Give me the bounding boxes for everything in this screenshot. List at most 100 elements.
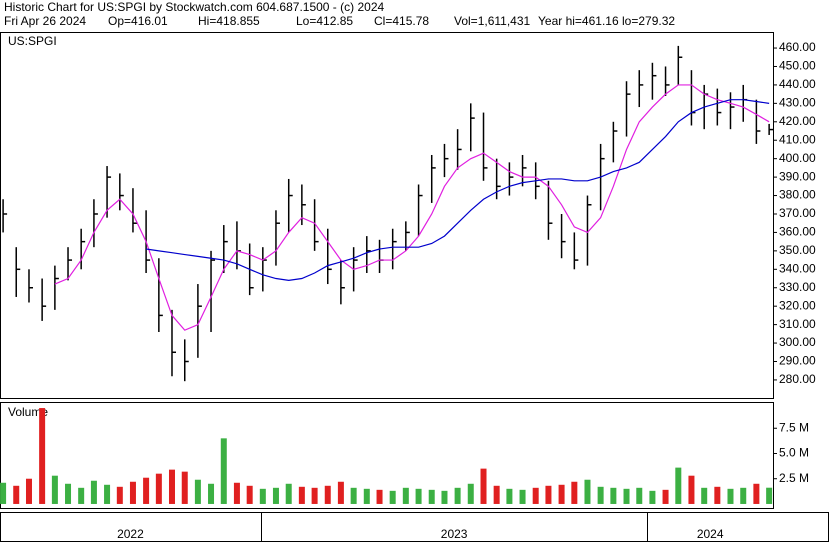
y-tick-label: 380.00 xyxy=(779,188,816,202)
y-tick-label: 320.00 xyxy=(779,298,816,312)
header-stat: Op=416.01 xyxy=(108,14,168,28)
volume-bar xyxy=(662,489,669,504)
y-tick-label: 330.00 xyxy=(779,280,816,294)
y-tick-label: 410.00 xyxy=(779,132,816,146)
price-panel xyxy=(0,32,774,399)
volume-bar xyxy=(363,488,370,504)
volume-bar xyxy=(168,469,175,504)
moving-average xyxy=(54,84,770,331)
date-panel xyxy=(0,512,829,542)
header-stat: Cl=415.78 xyxy=(374,14,429,28)
volume-bar xyxy=(688,475,695,504)
volume-bar xyxy=(766,487,773,504)
volume-bar xyxy=(545,485,552,504)
volume-bar xyxy=(701,487,708,504)
y-tick-label: 420.00 xyxy=(779,114,816,128)
volume-bar xyxy=(285,483,292,504)
year-label: 2024 xyxy=(697,527,724,541)
volume-bar xyxy=(402,487,409,504)
y-tick-label: 450.00 xyxy=(779,59,816,73)
header-stat: Fri Apr 26 2024 xyxy=(4,14,86,28)
chart-title: Historic Chart for US:SPGI by Stockwatch… xyxy=(4,0,384,14)
y-tick-label: 7.5 M xyxy=(779,420,809,434)
volume-bar xyxy=(324,485,331,504)
volume-bar xyxy=(25,478,32,504)
volume-bar xyxy=(233,482,240,504)
volume-bar xyxy=(129,481,136,504)
volume-bar xyxy=(220,438,227,504)
volume-bar xyxy=(65,483,72,504)
volume-bar xyxy=(493,485,500,504)
volume-bar xyxy=(104,484,111,504)
volume-bar xyxy=(623,488,630,504)
volume-bar xyxy=(480,468,487,504)
y-tick-label: 280.00 xyxy=(779,372,816,386)
volume-bar xyxy=(714,486,721,504)
volume-bar xyxy=(259,488,266,504)
volume-bar xyxy=(506,488,513,504)
y-tick-label: 300.00 xyxy=(779,335,816,349)
volume-bar xyxy=(376,489,383,504)
volume-bar xyxy=(454,487,461,504)
volume-bar xyxy=(181,471,188,504)
y-tick-label: 310.00 xyxy=(779,317,816,331)
volume-bar xyxy=(337,481,344,504)
moving-average xyxy=(146,99,770,281)
y-tick-label: 2.5 M xyxy=(779,471,809,485)
year-label: 2022 xyxy=(117,527,144,541)
volume-bar xyxy=(116,486,123,504)
y-tick-label: 360.00 xyxy=(779,225,816,239)
volume-bar xyxy=(519,489,526,504)
y-tick-label: 460.00 xyxy=(779,40,816,54)
volume-bar xyxy=(753,483,760,504)
volume-bar xyxy=(584,479,591,504)
volume-bar xyxy=(649,490,656,504)
volume-bar xyxy=(532,487,539,504)
volume-bar xyxy=(246,485,253,504)
volume-bar xyxy=(51,475,58,504)
volume-bar xyxy=(194,479,201,504)
header-stat: Vol=1,611,431 xyxy=(454,14,531,28)
y-tick-label: 440.00 xyxy=(779,77,816,91)
volume-bar xyxy=(597,486,604,504)
volume-bar xyxy=(428,489,435,504)
volume-bar xyxy=(571,481,578,504)
volume-bar xyxy=(389,490,396,504)
volume-bar xyxy=(78,487,85,504)
y-tick-label: 340.00 xyxy=(779,261,816,275)
volume-bar xyxy=(39,408,46,504)
year-label: 2023 xyxy=(441,527,468,541)
volume-bar xyxy=(727,488,734,504)
header-stat: Lo=412.85 xyxy=(296,14,353,28)
volume-bar xyxy=(155,473,162,504)
volume-label: Volume xyxy=(8,405,48,419)
header-stat: Year hi=461.16 xyxy=(538,14,619,28)
volume-bar xyxy=(143,477,150,504)
header-stat: Hi=418.855 xyxy=(198,14,260,28)
volume-bar xyxy=(441,490,448,504)
volume-bar xyxy=(610,487,617,504)
volume-bar xyxy=(208,483,215,504)
header-stat: lo=279.32 xyxy=(622,14,675,28)
volume-bar xyxy=(298,486,305,504)
y-tick-label: 290.00 xyxy=(779,354,816,368)
volume-bar xyxy=(558,484,565,504)
volume-panel xyxy=(0,402,774,509)
y-tick-label: 370.00 xyxy=(779,206,816,220)
volume-bar xyxy=(90,480,97,504)
volume-bar xyxy=(636,487,643,504)
volume-bar xyxy=(13,485,20,504)
y-tick-label: 5.0 M xyxy=(779,446,809,460)
volume-bar xyxy=(0,482,7,504)
volume-bar xyxy=(740,487,747,504)
y-tick-label: 390.00 xyxy=(779,169,816,183)
volume-bar xyxy=(675,467,682,504)
volume-bar xyxy=(415,488,422,504)
volume-bar xyxy=(311,487,318,504)
y-tick-label: 350.00 xyxy=(779,243,816,257)
volume-bar xyxy=(350,487,357,504)
y-tick-label: 400.00 xyxy=(779,151,816,165)
symbol-label: US:SPGI xyxy=(8,34,57,48)
volume-bar xyxy=(272,487,279,504)
